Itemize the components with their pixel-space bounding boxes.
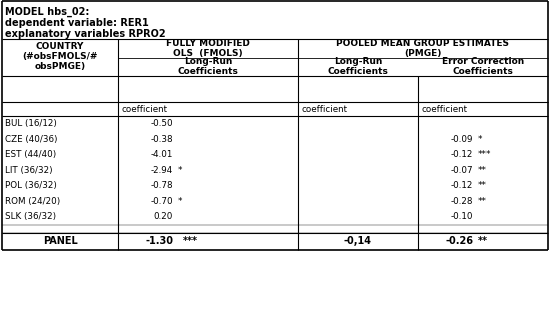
Text: **: ** xyxy=(478,197,487,206)
Text: Long-Run
Coefficients: Long-Run Coefficients xyxy=(328,57,388,76)
Text: Long-Run
Coefficients: Long-Run Coefficients xyxy=(178,57,239,76)
Text: ROM (24/20): ROM (24/20) xyxy=(5,197,60,206)
Text: EST (44/40): EST (44/40) xyxy=(5,150,56,159)
Text: Error Correction
Coefficients: Error Correction Coefficients xyxy=(442,57,524,76)
Text: dependent variable: RER1: dependent variable: RER1 xyxy=(5,18,148,28)
Text: *: * xyxy=(178,166,183,175)
Text: **: ** xyxy=(478,181,487,190)
Text: -1.30: -1.30 xyxy=(145,236,173,246)
Text: -0.10: -0.10 xyxy=(450,212,473,221)
Text: -0.09: -0.09 xyxy=(450,135,473,144)
Text: **: ** xyxy=(478,166,487,175)
Text: -0.50: -0.50 xyxy=(150,119,173,128)
Text: *: * xyxy=(178,197,183,206)
Text: -4.01: -4.01 xyxy=(151,150,173,159)
Text: -0.12: -0.12 xyxy=(450,181,473,190)
Text: -0.12: -0.12 xyxy=(450,150,473,159)
Text: -0,14: -0,14 xyxy=(344,236,372,246)
Text: coefficient: coefficient xyxy=(122,105,168,113)
Text: explanatory variables RPRO2: explanatory variables RPRO2 xyxy=(5,29,166,39)
Text: 0.20: 0.20 xyxy=(153,212,173,221)
Text: ***: *** xyxy=(478,150,492,159)
Text: COUNTRY
(#obsFMOLS/#
obsPMGE): COUNTRY (#obsFMOLS/# obsPMGE) xyxy=(23,41,98,71)
Text: PANEL: PANEL xyxy=(43,236,78,246)
Text: -0.26: -0.26 xyxy=(445,236,473,246)
Text: -0.70: -0.70 xyxy=(150,197,173,206)
Text: CZE (40/36): CZE (40/36) xyxy=(5,135,58,144)
Text: coefficient: coefficient xyxy=(422,105,468,113)
Text: POOLED MEAN GROUP ESTIMATES
(PMGE): POOLED MEAN GROUP ESTIMATES (PMGE) xyxy=(337,39,509,58)
Text: -0.38: -0.38 xyxy=(150,135,173,144)
Text: FULLY MODIFIED
OLS  (FMOLS): FULLY MODIFIED OLS (FMOLS) xyxy=(166,39,250,58)
Text: *: * xyxy=(478,135,482,144)
Text: LIT (36/32): LIT (36/32) xyxy=(5,166,53,175)
Text: POL (36/32): POL (36/32) xyxy=(5,181,57,190)
Text: -0.78: -0.78 xyxy=(150,181,173,190)
Text: -0.28: -0.28 xyxy=(450,197,473,206)
Text: -0.07: -0.07 xyxy=(450,166,473,175)
Text: coefficient: coefficient xyxy=(302,105,348,113)
Text: -2.94: -2.94 xyxy=(151,166,173,175)
Text: SLK (36/32): SLK (36/32) xyxy=(5,212,56,221)
Text: MODEL hbs_02:: MODEL hbs_02: xyxy=(5,7,89,17)
Text: BUL (16/12): BUL (16/12) xyxy=(5,119,57,128)
Text: ***: *** xyxy=(183,236,198,246)
Text: **: ** xyxy=(478,236,488,246)
